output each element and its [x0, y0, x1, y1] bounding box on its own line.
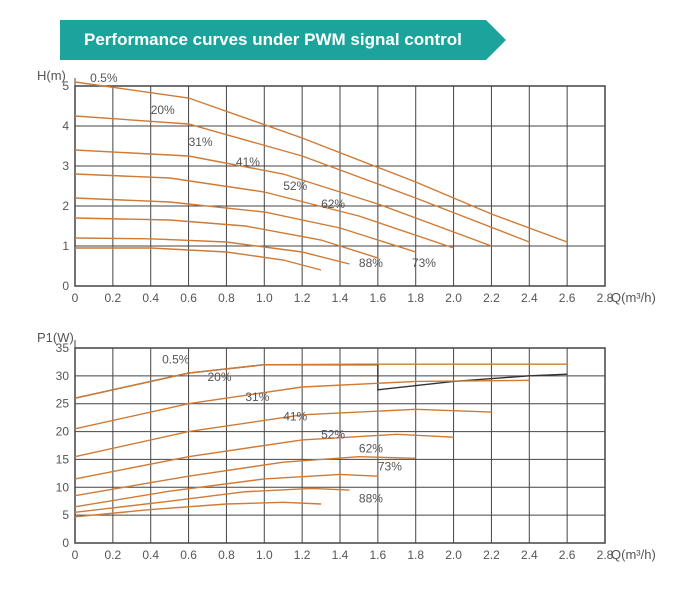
y-tick-label: 25 [56, 397, 70, 411]
y-axis-label: P1(W) [37, 330, 74, 345]
series-label: 31% [245, 390, 269, 404]
x-tick-label: 2.2 [483, 291, 500, 305]
x-tick-label: 1.2 [294, 548, 311, 562]
x-tick-label: 1.4 [332, 548, 349, 562]
series-label: 52% [321, 427, 345, 441]
x-tick-label: 0.2 [105, 548, 122, 562]
y-tick-label: 4 [62, 119, 69, 133]
series-curve [75, 502, 321, 516]
x-tick-label: 2.0 [445, 291, 462, 305]
x-tick-label: 0.6 [180, 548, 197, 562]
x-tick-label: 1.4 [332, 291, 349, 305]
series-label: 41% [283, 409, 307, 423]
x-tick-label: 1.0 [256, 548, 273, 562]
x-tick-label: 1.8 [407, 291, 424, 305]
series-label: 20% [151, 103, 175, 117]
x-tick-label: 0.4 [142, 291, 159, 305]
series-label: 62% [359, 442, 383, 456]
chart-title-banner: Performance curves under PWM signal cont… [60, 20, 486, 60]
x-tick-label: 2.4 [521, 291, 538, 305]
series-label: 88% [359, 256, 383, 270]
x-tick-label: 0.4 [142, 548, 159, 562]
series-curve [75, 248, 321, 270]
series-curve [75, 150, 491, 246]
x-tick-label: 1.6 [370, 291, 387, 305]
series-label: 62% [321, 197, 345, 211]
series-curve [75, 82, 567, 242]
y-tick-label: 2 [62, 199, 69, 213]
series-label: 31% [189, 135, 213, 149]
x-tick-label: 1.8 [407, 548, 424, 562]
y-tick-label: 0 [62, 279, 69, 293]
series-label: 0.5% [162, 353, 190, 367]
series-label: 20% [208, 370, 232, 384]
x-axis-label: Q(m³/h) [611, 290, 656, 305]
charts-svg: 0 0.2 0.4 0.6 0.8 1.0 1.2 1.4 1.6 1.8 2.0 2.2 2.4 2.6… [20, 68, 679, 578]
series-label: 41% [236, 155, 260, 169]
series-label: 73% [412, 256, 436, 270]
chart-area: 0 0.2 0.4 0.6 0.8 1.0 1.2 1.4 1.6 1.8 2.0 2.2 2.4 2.6… [20, 68, 659, 578]
x-tick-label: 2.2 [483, 548, 500, 562]
y-tick-label: 30 [56, 369, 70, 383]
y-tick-label: 15 [56, 452, 70, 466]
x-tick-label: 0.2 [105, 291, 122, 305]
x-tick-label: 2.0 [445, 548, 462, 562]
y-axis-label: H(m) [37, 68, 66, 83]
series-label: 73% [378, 460, 402, 474]
x-tick-label: 0.8 [218, 548, 235, 562]
y-tick-label: 1 [62, 239, 69, 253]
y-tick-label: 3 [62, 159, 69, 173]
y-tick-label: 5 [62, 508, 69, 522]
x-tick-label: 0 [72, 291, 79, 305]
y-tick-label: 20 [56, 425, 70, 439]
x-axis-label: Q(m³/h) [611, 547, 656, 562]
x-tick-label: 0.6 [180, 291, 197, 305]
x-tick-label: 1.2 [294, 291, 311, 305]
y-tick-label: 0 [62, 536, 69, 550]
y-tick-label: 10 [56, 480, 70, 494]
x-tick-label: 0 [72, 548, 79, 562]
x-tick-label: 1.6 [370, 548, 387, 562]
chart-title-text: Performance curves under PWM signal cont… [84, 30, 462, 49]
x-tick-label: 2.6 [559, 291, 576, 305]
x-tick-label: 1.0 [256, 291, 273, 305]
series-label: 88% [359, 491, 383, 505]
series-label: 52% [283, 179, 307, 193]
x-tick-label: 2.4 [521, 548, 538, 562]
x-tick-label: 2.6 [559, 548, 576, 562]
series-label: 0.5% [90, 71, 118, 85]
x-tick-label: 0.8 [218, 291, 235, 305]
